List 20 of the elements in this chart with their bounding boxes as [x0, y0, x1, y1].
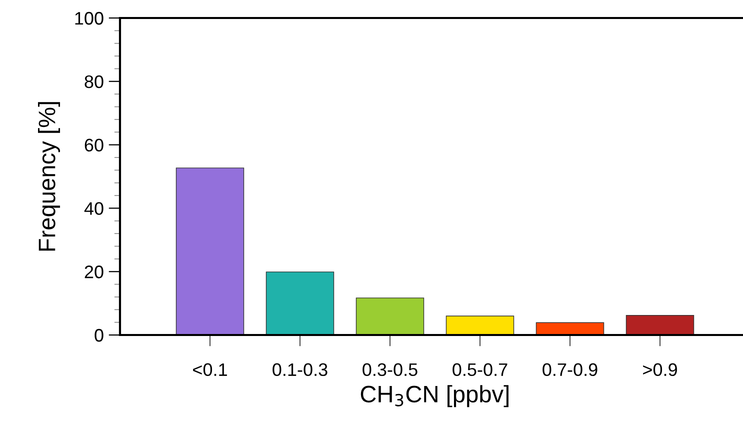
bar: [266, 272, 334, 335]
x-tick-label: 0.5-0.7: [452, 363, 508, 376]
bar: [446, 316, 514, 335]
bar: [356, 298, 424, 335]
bar: [536, 322, 604, 335]
y-tick-label: 80: [84, 75, 104, 88]
bar: [626, 314, 694, 335]
x-tick-label: >0.9: [643, 363, 677, 376]
y-tick-label: 0: [94, 328, 104, 342]
x-tick-label: 0.1-0.3: [272, 363, 328, 376]
y-tick-label: 20: [84, 266, 104, 278]
bar: [176, 168, 244, 335]
y-axis-title: Frequency [%]: [38, 102, 60, 251]
y-tick-label: 100: [75, 12, 104, 25]
y-tick-label: 60: [84, 138, 104, 152]
x-tick-label: 0.3-0.5: [362, 363, 418, 376]
x-tick-label: <0.1: [193, 363, 227, 376]
x-axis-title: CH$_{3}$CN [ppbv]: [360, 385, 508, 408]
y-tick-label: 40: [84, 202, 104, 215]
x-tick-label: 0.7-0.9: [542, 363, 598, 376]
